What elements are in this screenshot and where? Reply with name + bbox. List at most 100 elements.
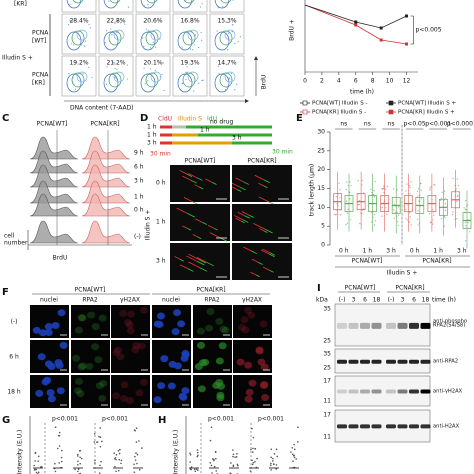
fiber [254,174,264,181]
band [337,322,347,329]
data-dot [465,209,467,211]
flow-dot [198,82,200,84]
label: 1 h [147,132,157,139]
cell [75,377,84,385]
flow-dot [234,42,236,45]
flow-dot [71,20,73,22]
tick-label: 2 [320,78,324,85]
data-dot [190,468,192,471]
flow-dot [234,89,236,91]
cell [139,378,148,386]
fiber [190,179,197,184]
fiber [187,228,192,231]
cell [259,320,268,328]
data-dot [98,435,100,438]
data-dot [293,448,296,451]
cell [180,354,189,362]
data-dot [373,213,376,216]
data-dot [194,470,197,473]
data-dot [406,219,409,221]
data-dot [291,453,294,456]
legend-marker [388,109,394,115]
data-dot [408,185,411,187]
cell [73,387,82,395]
cell [215,357,224,365]
cell [116,353,125,361]
fiber [240,220,245,224]
band [337,424,347,429]
cell [177,320,186,328]
data-dot [93,441,96,443]
flow-contour [108,30,122,46]
data-dot [347,184,349,187]
flow-contour [103,31,119,51]
label: 30 min [272,149,293,156]
flow-dot [83,45,86,47]
flow-contour [76,71,88,83]
cell [44,323,53,331]
band [397,359,408,364]
fiber [263,179,270,184]
cell [43,376,52,384]
flow-dot [108,19,110,21]
flow-contour [71,72,85,88]
data-dot [346,222,349,225]
flow-contour [150,71,162,83]
flow-contour [113,71,125,83]
label: 3 [352,297,356,304]
cell [72,354,81,362]
band [337,359,347,364]
flow-dot [68,73,70,75]
data-dot [428,213,431,215]
data-dot [337,204,339,207]
fiber [251,258,259,263]
annotation: ns [340,121,347,128]
trend [304,4,407,45]
fiber [262,248,271,254]
flow-dot [88,66,90,68]
panel-image [232,204,292,241]
data-dot [99,427,102,429]
data-dot [443,192,445,195]
data-dot [372,216,374,219]
data-dot [339,197,341,199]
data-dot [34,468,36,471]
tick-label: 12 [403,78,411,85]
flow-dot [112,62,114,64]
label: anti-phospho [433,319,467,325]
label: nuclei [162,297,180,304]
flow-contour [66,73,82,93]
band [420,359,431,364]
fiber [180,264,189,270]
cell [131,346,140,354]
data-dot [383,191,385,194]
label: number [4,240,28,247]
flow-dot [126,64,129,66]
flow-dot [149,47,152,49]
panel-image [232,243,292,280]
label: [KR] [14,1,27,8]
band [420,424,431,429]
data-dot [408,221,410,223]
label: PCNA[WT] [185,158,216,165]
fiber [197,261,205,266]
data-dot [444,217,446,219]
flow-dot [227,49,229,51]
label: IdU [207,116,217,123]
data-dot [373,190,375,192]
flow-dot [124,23,126,25]
pulse [172,141,232,145]
fiber [263,185,268,189]
annotation: p<0.05 [403,121,425,128]
cell [153,396,162,404]
flow-dot [154,69,157,71]
flow-dot [142,37,144,39]
data-dot [346,212,349,215]
data-dot [211,472,213,474]
data-dot [345,200,348,202]
tick-label: 0 h [410,248,420,255]
data-dot [114,465,116,468]
label: 11 [323,398,331,405]
data-dot [456,200,458,203]
panel-letter: G [2,415,10,426]
